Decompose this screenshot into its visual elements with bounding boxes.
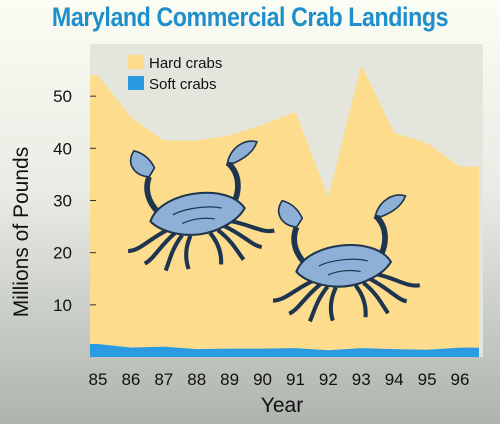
x-tick-label: 93 [352, 370, 371, 389]
legend: Hard crabs Soft crabs [128, 55, 222, 93]
x-tick-label: 95 [418, 370, 437, 389]
chart-title: Maryland Commercial Crab Landings [51, 2, 449, 32]
x-tick-label: 96 [451, 370, 470, 389]
legend-swatch-soft-crabs [128, 76, 144, 90]
x-axis-title: Year [261, 394, 303, 417]
legend-label-soft-crabs: Soft crabs [149, 76, 217, 93]
x-tick-label: 88 [187, 370, 206, 389]
y-tick-label: 40 [53, 139, 72, 158]
x-tick-label: 91 [286, 370, 305, 389]
y-tick-label: 20 [53, 244, 72, 263]
x-tick-label: 87 [154, 370, 173, 389]
y-tick-label: 50 [53, 87, 72, 106]
y-tick-label: 10 [53, 296, 72, 315]
x-tick-label: 90 [253, 370, 272, 389]
legend-swatch-hard-crabs [128, 55, 144, 69]
series-area-soft-crabs [90, 343, 479, 357]
y-axis-title: Millions of Pounds [10, 147, 33, 317]
legend-label-hard-crabs: Hard crabs [149, 55, 222, 72]
x-tick-label: 92 [319, 370, 338, 389]
x-tick-label: 86 [121, 370, 140, 389]
x-tick-label: 89 [220, 370, 239, 389]
y-tick-label: 30 [53, 192, 72, 211]
x-axis-ticks: 85 86 87 88 89 90 91 92 93 94 95 96 [89, 370, 470, 389]
x-tick-label: 94 [385, 370, 404, 389]
y-axis-ticks: 10 20 30 40 50 [53, 87, 96, 315]
x-tick-label: 85 [89, 370, 108, 389]
